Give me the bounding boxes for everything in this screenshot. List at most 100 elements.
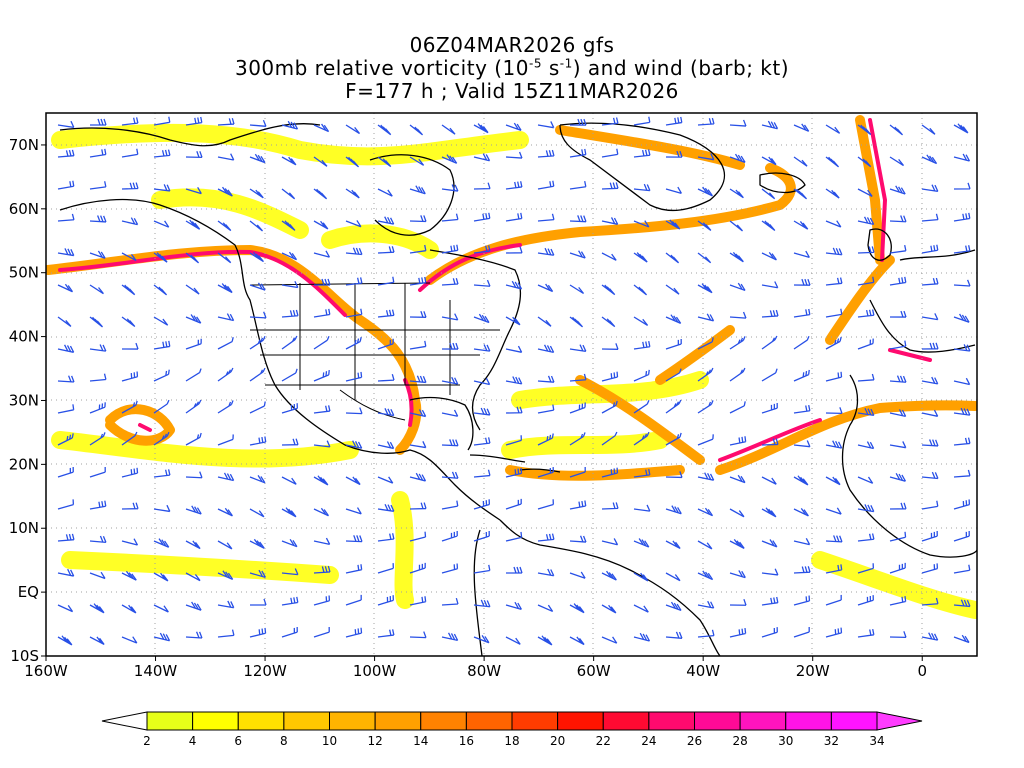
colorbar-label: 14 (413, 734, 428, 748)
wind-barb (121, 538, 139, 546)
wind-barb (153, 284, 168, 296)
lat-tick-label: 40N (9, 328, 39, 346)
wind-barb (473, 531, 490, 542)
wind-barb (825, 594, 842, 606)
wind-barb (377, 309, 395, 318)
wind-barb (889, 472, 907, 482)
wind-barb (761, 156, 777, 166)
wind-barb (249, 508, 265, 518)
wind-barb (153, 184, 171, 192)
wind-barb (121, 182, 139, 190)
wind-barb (569, 466, 586, 478)
wind-barb (153, 252, 168, 263)
title-line-1: 06Z04MAR2026 gfs (409, 33, 615, 57)
wind-barb (761, 438, 779, 446)
wind-barb (793, 220, 809, 230)
wind-barb (57, 467, 74, 478)
wind-barb (889, 310, 907, 318)
wind-barb (921, 154, 938, 165)
colorbar-box (739, 711, 787, 731)
wind-barb (921, 409, 939, 417)
wind-barb (825, 220, 842, 228)
lat-tick-label: 50N (9, 264, 39, 282)
wind-barb (761, 539, 778, 548)
wind-barb (121, 400, 138, 414)
colorbar-label: 26 (687, 734, 702, 748)
wind-barb (473, 377, 491, 386)
wind-barb (761, 188, 776, 200)
wind-barb (537, 316, 552, 327)
wind-barb (857, 629, 875, 638)
wind-barb (889, 409, 907, 418)
wind-barb (249, 401, 266, 414)
wind-barb (793, 278, 811, 286)
wind-barb (889, 215, 907, 223)
wind-barb (121, 431, 138, 446)
wind-barb (889, 631, 907, 639)
wind-barb (313, 565, 331, 574)
wind-barb (761, 120, 779, 130)
wind-barb (537, 375, 555, 383)
wind-barb (665, 572, 681, 582)
wind-barb (377, 533, 395, 542)
wind-barb (345, 564, 363, 574)
wind-barb (473, 344, 491, 352)
wind-barb (121, 252, 137, 262)
wind-barb (377, 338, 394, 350)
wind-barb (441, 563, 459, 574)
wind-barb (857, 407, 875, 417)
wind-barb (793, 250, 810, 259)
wind-barb (377, 595, 394, 606)
wind-barb (409, 596, 427, 606)
wind-barb (377, 246, 395, 254)
lat-tick-label: 60N (9, 200, 39, 218)
wind-barb (633, 632, 651, 642)
wind-barb (697, 570, 714, 581)
wind-barb (537, 533, 555, 542)
wind-barb (57, 213, 75, 222)
wind-barb (697, 220, 712, 231)
wind-barb (345, 188, 360, 199)
wind-barb (57, 533, 75, 542)
wind-barb (217, 629, 235, 638)
wind-barb (697, 472, 715, 481)
wind-barb (825, 336, 842, 350)
wind-barb (121, 117, 139, 126)
wind-barb (345, 627, 363, 638)
wind-barb (665, 252, 680, 264)
wind-barb (281, 280, 299, 289)
wind-barb (249, 311, 267, 319)
wind-barb (249, 188, 264, 199)
wind-barb (249, 569, 266, 578)
wind-barb (953, 530, 970, 542)
wind-barb (473, 212, 491, 222)
wind-barb (921, 184, 939, 192)
wind-barb (921, 313, 939, 321)
wind-barb (409, 562, 426, 574)
wind-barb (761, 220, 776, 232)
wind-barb (825, 507, 842, 515)
wind-barb (825, 277, 843, 286)
wind-barb (953, 564, 971, 574)
wind-barb (441, 500, 459, 510)
wind-barb (473, 564, 491, 574)
wind-barb (825, 188, 840, 199)
colorbar-label: 28 (732, 734, 747, 748)
colorbar-box (283, 711, 330, 731)
wind-barb (185, 219, 201, 230)
wind-barb (281, 251, 298, 261)
wind-barb (729, 627, 747, 638)
wind-barb (761, 309, 779, 318)
wind-barb (473, 499, 491, 510)
wind-barb (697, 629, 715, 638)
wind-barb (697, 400, 714, 414)
colorbar-label: 2 (143, 734, 151, 748)
wind-barb (601, 182, 619, 190)
wind-barb (729, 311, 747, 319)
wind-barb (697, 507, 714, 517)
wind-barb (857, 188, 873, 197)
wind-barb (441, 376, 459, 385)
wind-barb (153, 604, 169, 613)
wind-barb (825, 407, 843, 415)
